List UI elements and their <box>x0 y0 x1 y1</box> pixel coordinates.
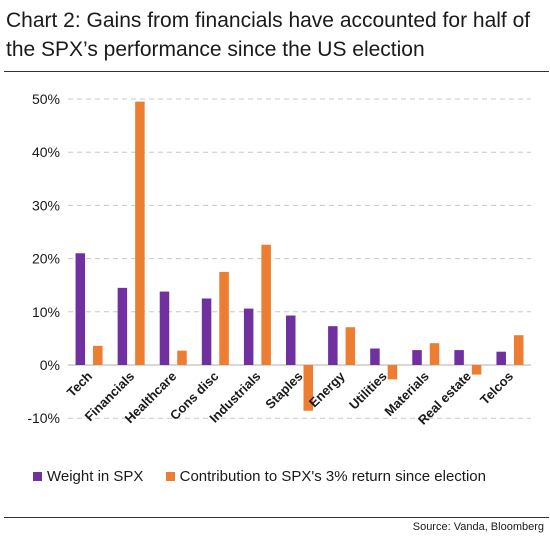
bar-contribution <box>93 345 103 365</box>
bar-weight <box>496 351 506 365</box>
legend-swatch-weight <box>33 472 42 481</box>
bar-contribution <box>429 343 440 365</box>
y-tick-label: -10% <box>27 410 60 426</box>
bar-weight <box>454 350 464 365</box>
chart-legend: Weight in SPX Contribution to SPX's 3% r… <box>33 468 504 485</box>
bar-contribution <box>345 327 356 365</box>
bar-contribution <box>471 365 482 375</box>
bar-weight <box>201 298 212 365</box>
chart-title-line-1: Chart 2: Gains from financials have acco… <box>6 9 531 32</box>
bar-contribution <box>303 365 313 411</box>
bar-weight <box>75 253 86 365</box>
bar-chart: -10%0%10%20%30%40%50%TechFinancialsHealt… <box>27 91 531 428</box>
y-tick-label: 50% <box>32 91 60 107</box>
y-tick-label: 20% <box>32 251 60 267</box>
bar-contribution <box>387 365 398 380</box>
legend-label-weight: Weight in SPX <box>47 468 144 485</box>
bar-weight <box>243 308 254 365</box>
bar-weight <box>159 291 170 365</box>
x-tick-label: Staples <box>262 369 305 412</box>
y-tick-label: 0% <box>40 357 60 373</box>
y-tick-label: 10% <box>32 304 60 320</box>
chart-title-line-2: the SPX’s performance since the US elect… <box>6 38 425 61</box>
title-divider <box>4 71 549 72</box>
bar-weight <box>328 326 338 365</box>
footer-divider <box>4 517 549 518</box>
bar-contribution <box>261 244 271 365</box>
legend-swatch-contribution <box>165 472 175 481</box>
chart-title: Chart 2: Gains from financials have acco… <box>6 6 546 64</box>
legend-item-weight: Weight in SPX <box>33 468 143 485</box>
bar-contribution <box>135 101 145 365</box>
bar-weight <box>412 350 422 365</box>
bar-contribution <box>219 271 229 365</box>
legend-item-contribution: Contribution to SPX's 3% return since el… <box>165 468 486 485</box>
bar-weight <box>370 348 380 365</box>
y-tick-label: 40% <box>32 144 60 160</box>
source-note: Source: Vanda, Bloomberg <box>412 521 544 533</box>
bar-weight <box>117 287 128 365</box>
x-tick-label: Telcos <box>477 369 516 408</box>
legend-label-contribution: Contribution to SPX's 3% return since el… <box>179 468 486 485</box>
y-tick-label: 30% <box>32 197 60 213</box>
bar-contribution <box>177 350 187 365</box>
bar-weight <box>286 315 296 365</box>
bar-contribution <box>513 335 524 365</box>
x-tick-label: Tech <box>64 368 95 399</box>
